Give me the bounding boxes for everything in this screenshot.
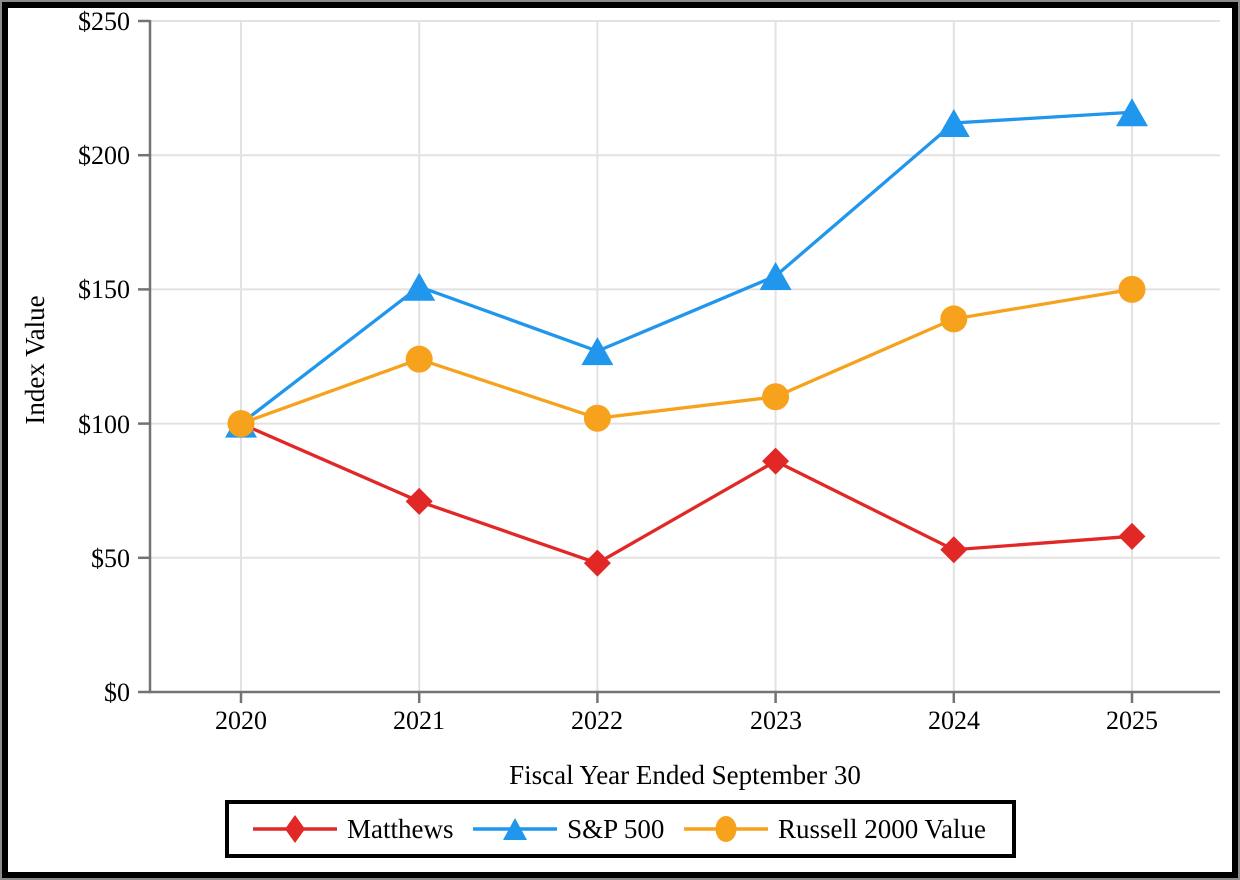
legend-label-sp500: S&P 500 [567, 813, 665, 844]
y-tick-label: $250 [78, 7, 130, 36]
marker-russell-2000-value-2022 [583, 404, 611, 432]
legend-label-matthews: Matthews [347, 813, 454, 844]
marker-matthews-2022 [583, 549, 611, 577]
gridlines [150, 20, 1220, 692]
x-tick-label: 2020 [215, 706, 267, 735]
marker-matthews-2021 [405, 487, 433, 515]
marker-s-p-500-2025 [1116, 98, 1148, 127]
y-axis-tick-labels: $0 $50 $100 $150 $200 $250 [78, 7, 130, 707]
series-line-russell-2000-value [240, 287, 1133, 426]
marker-russell-2000-value-2025 [1118, 275, 1146, 303]
series-line-matthews [240, 422, 1133, 565]
legend: Matthews S&P 500 Russell 2000 Value [225, 800, 1016, 858]
y-tick-label: $100 [78, 410, 130, 439]
y-tick-label: $200 [78, 141, 130, 170]
marker-russell-2000-value-2021 [405, 345, 433, 373]
sp500-triangle-swatch-icon [473, 818, 558, 840]
legend-label-russell-2000-value: Russell 2000 Value [778, 813, 986, 844]
legend-item-matthews: Matthews [251, 811, 453, 847]
y-tick-label: $150 [78, 275, 130, 304]
y-tick-label: $0 [104, 678, 130, 707]
marker-matthews-2025 [1118, 522, 1146, 550]
marker-russell-2000-value-2023 [762, 383, 790, 411]
marker-russell-2000-value-2020 [227, 410, 255, 438]
x-tick-label: 2025 [1106, 706, 1158, 735]
y-tick-label: $50 [91, 544, 130, 573]
axes [138, 19, 1220, 703]
x-tick-label: 2021 [393, 706, 445, 735]
marker-matthews-2024 [940, 536, 968, 564]
marker-s-p-500-2024 [937, 108, 970, 137]
x-tick-label: 2022 [571, 706, 623, 735]
y-axis-title: Index Value [20, 295, 50, 424]
x-tick-label: 2023 [750, 706, 802, 735]
x-axis-tick-labels: 2020 2021 2022 2023 2024 2025 [215, 706, 1158, 735]
matthews-diamond-swatch-icon [253, 815, 337, 843]
x-tick-label: 2024 [928, 706, 980, 735]
x-axis-title: Fiscal Year Ended September 30 [509, 760, 861, 790]
legend-item-sp500: S&P 500 [471, 811, 664, 847]
marker-s-p-500-2023 [759, 261, 792, 290]
series-russell-2000-value [227, 275, 1146, 438]
marker-matthews-2023 [762, 447, 790, 475]
russell-circle-swatch-icon [684, 816, 768, 842]
marker-s-p-500-2022 [581, 337, 614, 366]
legend-item-russell-2000-value: Russell 2000 Value [682, 811, 986, 847]
marker-russell-2000-value-2024 [940, 305, 968, 333]
series-line-s-p-500 [239, 110, 1133, 425]
data-series [225, 98, 1148, 577]
marker-s-p-500-2021 [403, 272, 436, 301]
